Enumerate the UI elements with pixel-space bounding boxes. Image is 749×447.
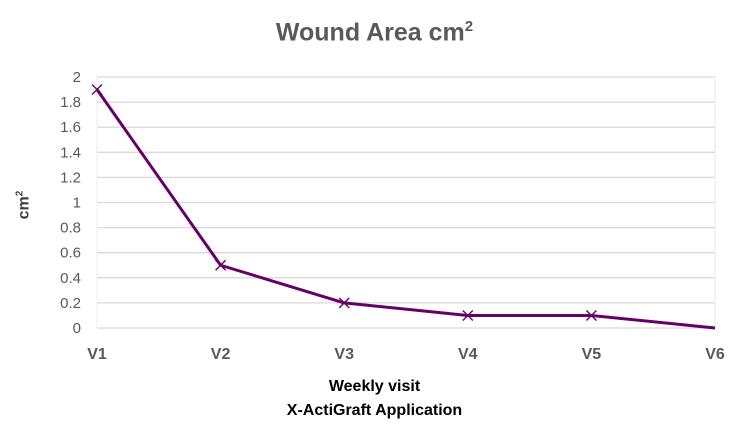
y-tick-label: 0.2 bbox=[60, 295, 81, 312]
y-tick-label: 1.4 bbox=[60, 144, 81, 161]
x-tick-label: V5 bbox=[582, 346, 602, 363]
y-tick-label: 0.6 bbox=[60, 245, 81, 262]
x-tick-label: V4 bbox=[458, 346, 478, 363]
series-line bbox=[95, 88, 716, 330]
data-point-marker bbox=[338, 297, 350, 309]
x-axis-label-line2: X-ActiGraft Application bbox=[286, 402, 463, 419]
y-tick-label: 2 bbox=[73, 69, 81, 86]
x-tick-label: V2 bbox=[211, 346, 231, 363]
y-tick-label: 1.6 bbox=[60, 119, 81, 136]
y-tick-label: 1.2 bbox=[60, 169, 81, 186]
data-point-marker bbox=[585, 309, 597, 321]
y-tick-label: 0 bbox=[73, 320, 81, 337]
data-point-marker bbox=[462, 309, 474, 321]
x-tick-label: V6 bbox=[705, 346, 725, 363]
y-tick-label: 0.4 bbox=[60, 270, 81, 287]
x-tick-label: V3 bbox=[334, 346, 354, 363]
chart-title: Wound Area cm2 bbox=[275, 18, 474, 47]
data-point-marker bbox=[91, 84, 103, 96]
y-tick-label: 1.8 bbox=[60, 94, 81, 111]
x-tick-label: V1 bbox=[87, 346, 107, 363]
y-tick-label: 0.8 bbox=[60, 220, 81, 237]
data-point-marker bbox=[215, 259, 227, 271]
y-tick-label: 1 bbox=[73, 195, 81, 212]
x-axis-label-line1: Weekly visit bbox=[328, 378, 421, 395]
